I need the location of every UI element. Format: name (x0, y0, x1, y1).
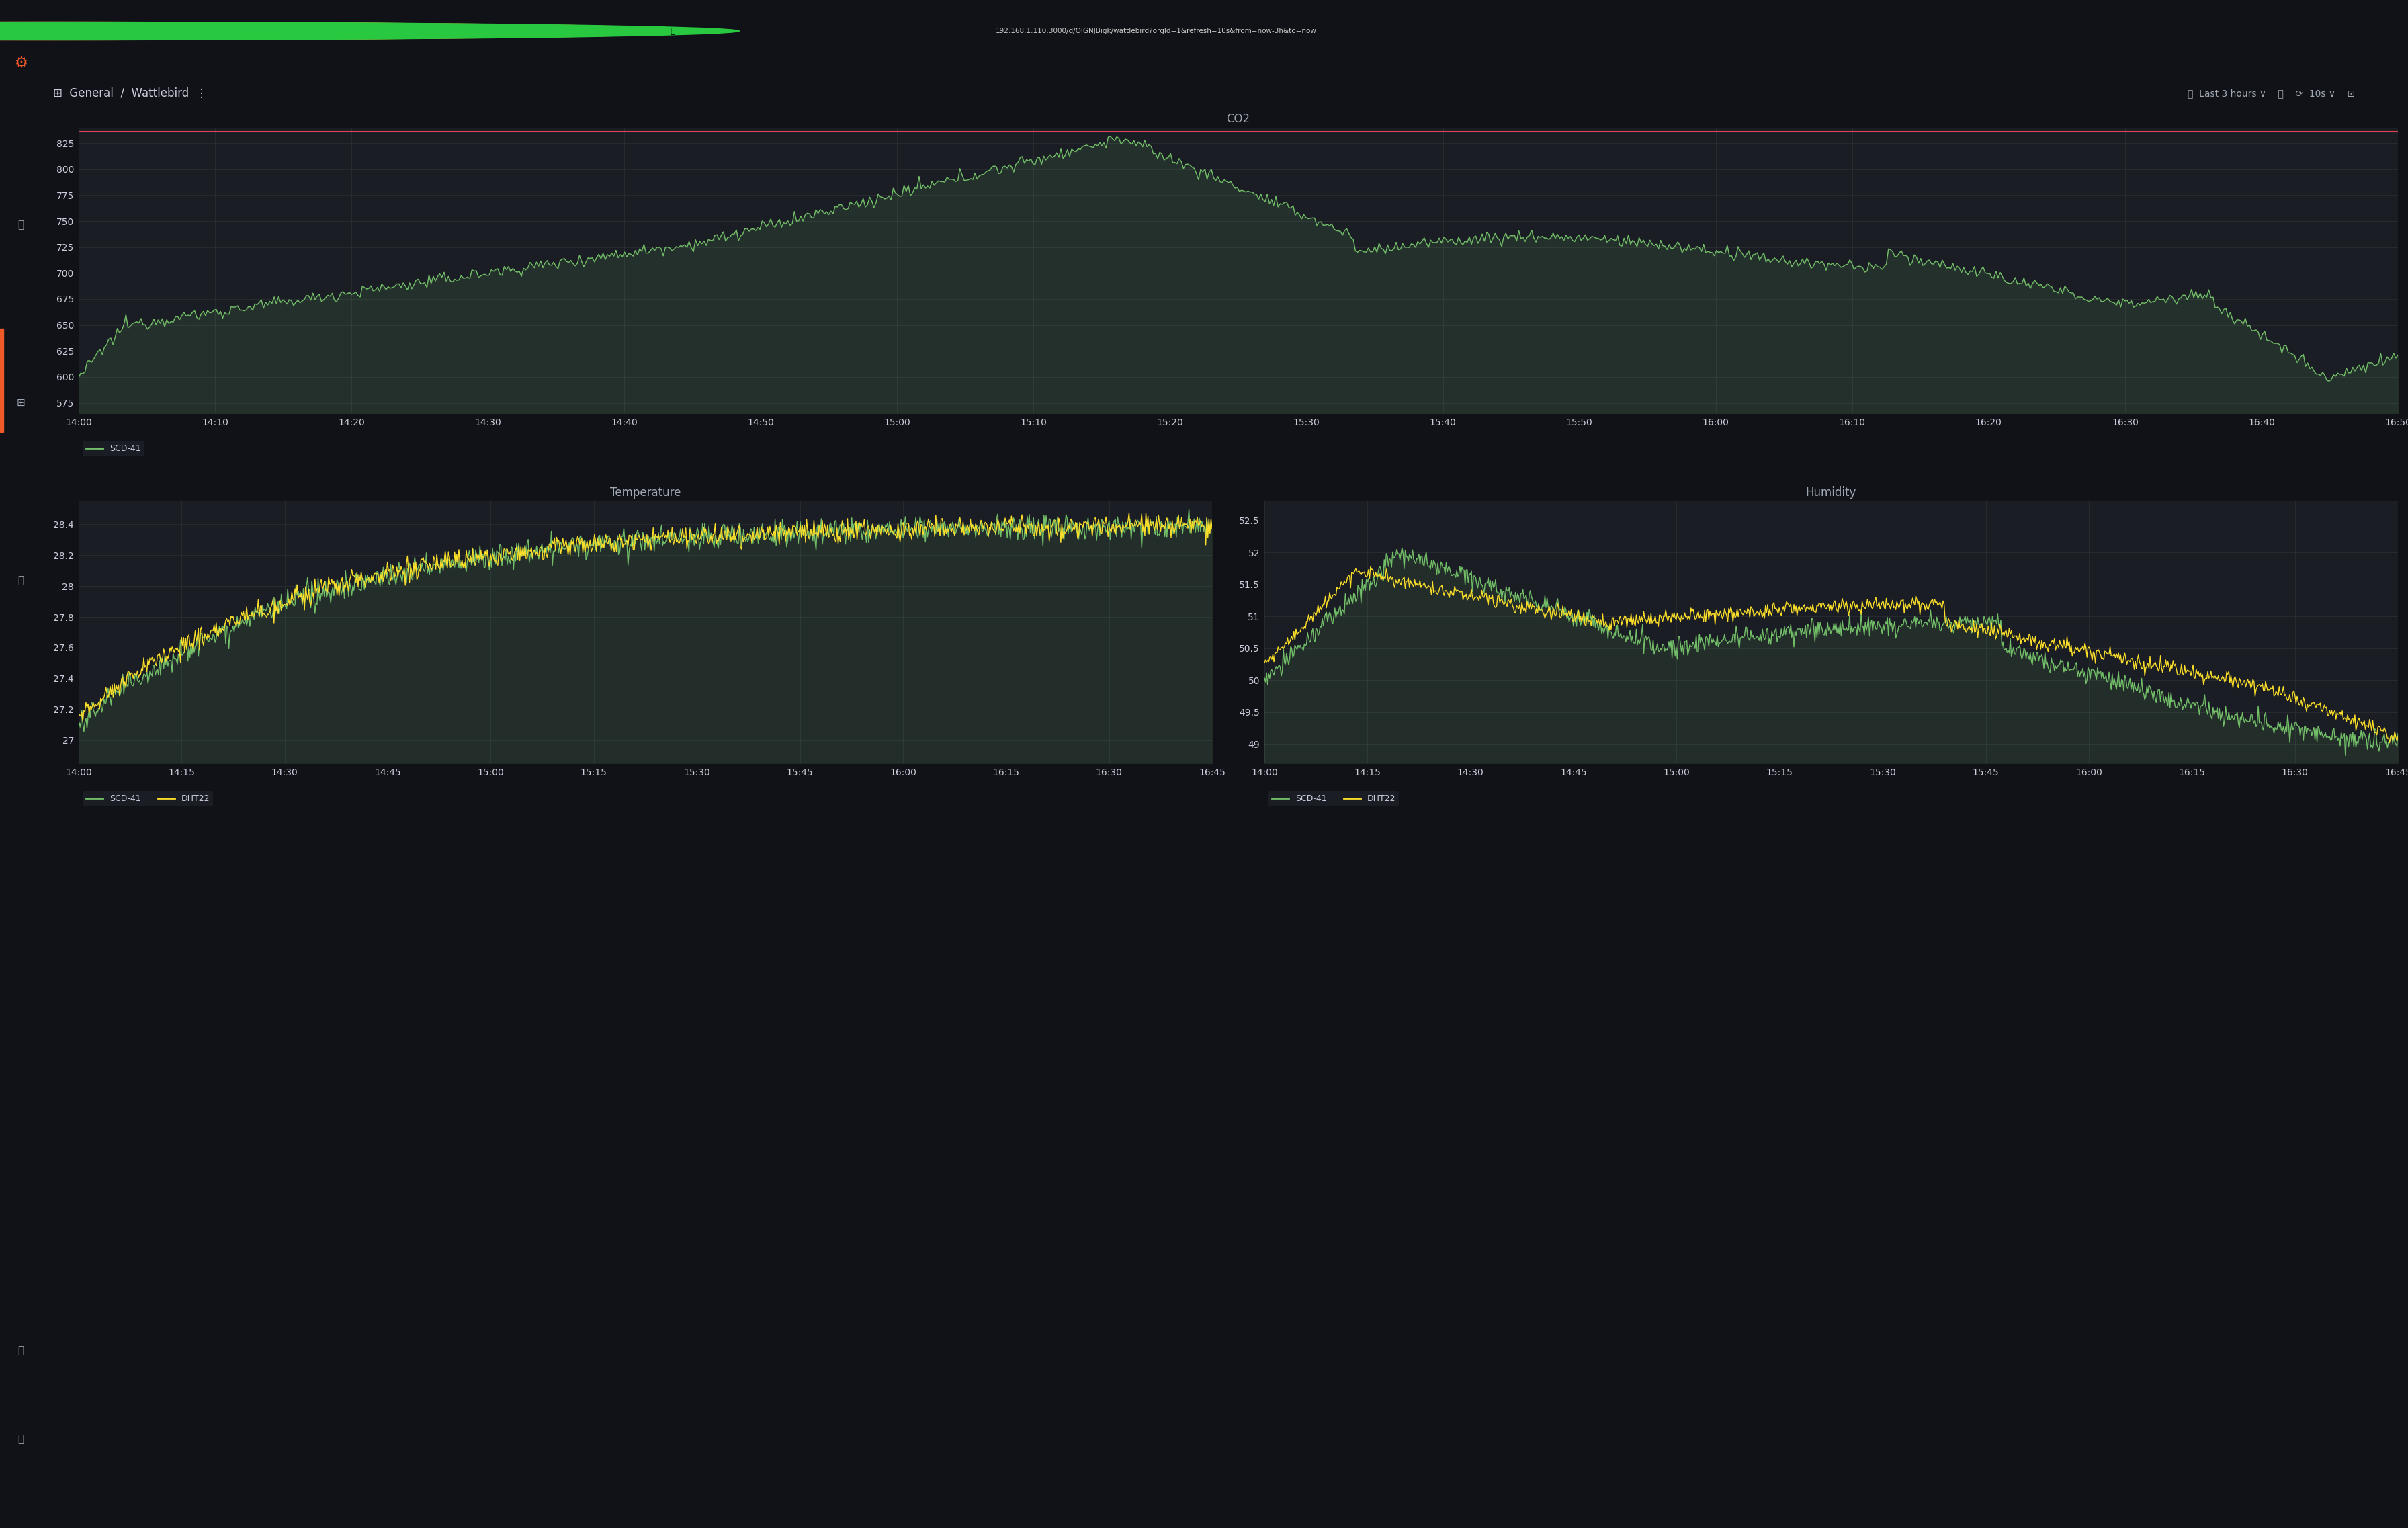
Legend: SCD-41: SCD-41 (82, 440, 144, 457)
Text: ⊞  General  /  Wattlebird  ⋮: ⊞ General / Wattlebird ⋮ (53, 87, 207, 99)
Text: 🔔: 🔔 (17, 575, 24, 585)
Circle shape (0, 21, 706, 40)
Bar (0, 329, 2, 432)
Title: Temperature: Temperature (609, 486, 681, 498)
Legend: SCD-41, DHT22: SCD-41, DHT22 (82, 792, 214, 807)
Text: 🔥: 🔥 (669, 26, 674, 35)
Title: Humidity: Humidity (1806, 486, 1857, 498)
Text: ❓: ❓ (17, 1435, 24, 1444)
Circle shape (0, 21, 739, 40)
Legend: SCD-41, DHT22: SCD-41, DHT22 (1269, 792, 1399, 807)
Text: ⚙: ⚙ (14, 57, 29, 70)
Text: 192.168.1.110:3000/d/OIGNJBigk/wattlebird?orgId=1&refresh=10s&from=now-3h&to=now: 192.168.1.110:3000/d/OIGNJBigk/wattlebir… (995, 28, 1317, 34)
Text: 👤: 👤 (17, 1345, 24, 1355)
Text: ⏱  Last 3 hours ∨    🔍    ⟳  10s ∨    ⊡: ⏱ Last 3 hours ∨ 🔍 ⟳ 10s ∨ ⊡ (2186, 89, 2355, 98)
Title: CO2: CO2 (1226, 113, 1250, 125)
Text: ⊞: ⊞ (17, 397, 24, 408)
Text: 🔍: 🔍 (17, 220, 24, 229)
Circle shape (0, 21, 722, 40)
